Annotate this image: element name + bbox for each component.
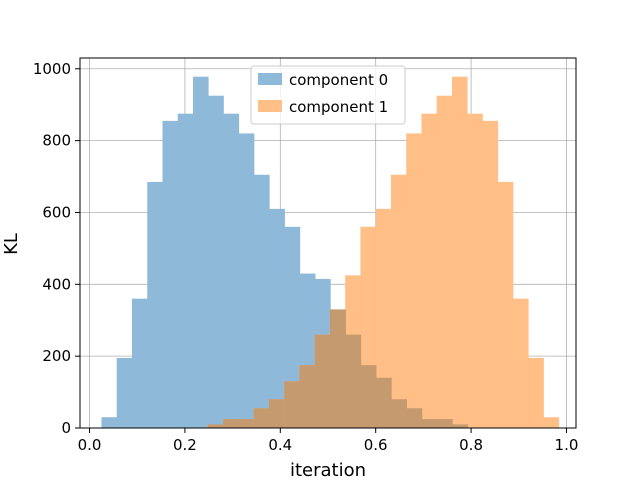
bar-component-0-bin-5 bbox=[177, 113, 194, 428]
bar-component-0-bin-2 bbox=[131, 298, 148, 428]
overlap-bar bbox=[345, 334, 361, 428]
legend-box bbox=[250, 65, 406, 125]
x-tick-label: 0.4 bbox=[268, 436, 292, 454]
overlap-bar bbox=[314, 334, 316, 428]
overlap-bar bbox=[406, 408, 422, 428]
y-axis-ticks: 0 200 400 600 800 1000 bbox=[33, 60, 80, 437]
bar-component-1-bin-13 bbox=[406, 133, 422, 428]
overlap-bar bbox=[299, 365, 301, 428]
x-tick-label: 1.0 bbox=[555, 436, 579, 454]
overlap-bar bbox=[254, 408, 270, 428]
overlap-bar bbox=[268, 399, 270, 428]
overlap-bar bbox=[284, 381, 285, 428]
overlap-bar bbox=[437, 419, 453, 428]
overlap-bar bbox=[452, 419, 453, 428]
overlap-bar bbox=[253, 408, 255, 428]
overlap-bar bbox=[376, 377, 392, 428]
bar-component-0-bin-7 bbox=[208, 95, 224, 428]
y-tick-label: 0 bbox=[61, 419, 71, 437]
overlap-bar bbox=[391, 399, 407, 428]
overlap-bar bbox=[269, 399, 285, 428]
bar-component-1-bin-18 bbox=[482, 120, 499, 428]
overlap-bar bbox=[360, 334, 362, 428]
overlap-bars bbox=[207, 309, 469, 428]
bar-component-1-bin-12 bbox=[390, 174, 407, 428]
y-tick-label: 600 bbox=[42, 203, 71, 221]
overlap-bar bbox=[315, 334, 331, 428]
x-axis-label: iteration bbox=[290, 460, 366, 480]
bar-component-1-bin-19 bbox=[497, 181, 514, 428]
bar-component-0-bin-4 bbox=[162, 120, 179, 428]
x-tick-label: 0.8 bbox=[459, 436, 483, 454]
y-tick-label: 200 bbox=[42, 347, 71, 365]
legend-label-component-1: component 1 bbox=[289, 98, 388, 116]
bar-component-1-bin-16 bbox=[452, 76, 468, 428]
bar-component-1-bin-22 bbox=[543, 417, 560, 428]
overlap-bar bbox=[299, 365, 315, 428]
bar-component-0-bin-10 bbox=[254, 174, 270, 428]
y-tick-label: 800 bbox=[42, 132, 71, 150]
overlap-bar bbox=[390, 377, 392, 428]
y-axis-label: KL bbox=[1, 233, 22, 255]
overlap-bar bbox=[421, 408, 423, 428]
overlap-bar bbox=[208, 424, 224, 428]
bar-component-1-bin-17 bbox=[467, 113, 483, 428]
x-tick-label: 0.2 bbox=[173, 436, 197, 454]
plot-frame bbox=[79, 57, 577, 429]
y-tick-label: 1000 bbox=[33, 60, 71, 78]
bar-component-0-bin-12 bbox=[284, 226, 301, 428]
bar-component-0-bin-1 bbox=[116, 357, 133, 428]
bar-component-0-bin-0 bbox=[101, 417, 118, 428]
bar-component-1-bin-20 bbox=[513, 298, 529, 428]
x-tick-label: 0.6 bbox=[364, 436, 388, 454]
bar-component-1-bin-14 bbox=[421, 113, 438, 428]
legend: component 0 component 1 bbox=[250, 65, 406, 125]
legend-swatch-component-0 bbox=[258, 73, 282, 85]
overlap-bar bbox=[238, 419, 240, 428]
overlap-bar bbox=[223, 419, 239, 428]
overlap-bar bbox=[360, 365, 376, 428]
bar-component-0-bin-9 bbox=[238, 133, 255, 428]
overlap-bar bbox=[329, 309, 331, 428]
bar-component-0-bin-11 bbox=[269, 208, 285, 428]
legend-label-component-0: component 0 bbox=[289, 71, 388, 89]
overlap-bar bbox=[406, 399, 407, 428]
x-tick-label: 0.0 bbox=[78, 436, 102, 454]
bar-component-1-bin-11 bbox=[375, 208, 392, 428]
bar-component-0-bin-6 bbox=[193, 76, 209, 428]
overlap-bar bbox=[467, 424, 469, 428]
x-axis-ticks: 0.0 0.2 0.4 0.6 0.8 1.0 bbox=[78, 428, 579, 454]
overlap-bar bbox=[436, 419, 438, 428]
overlap-bar bbox=[345, 309, 346, 428]
y-tick-label: 400 bbox=[42, 275, 71, 293]
bar-component-1-bin-15 bbox=[436, 95, 453, 428]
overlap-bar bbox=[223, 419, 224, 428]
bar-component-0-bin-3 bbox=[147, 181, 163, 428]
bar-component-0-bin-8 bbox=[223, 113, 240, 428]
series-component-1-bars bbox=[207, 76, 560, 428]
overlap-bar bbox=[284, 381, 300, 428]
bar-component-1-bin-21 bbox=[528, 357, 544, 428]
overlap-bar bbox=[452, 424, 468, 428]
overlap-bar bbox=[207, 424, 209, 428]
overlap-bar bbox=[375, 365, 377, 428]
overlap-bar bbox=[421, 419, 438, 428]
overlap-bar bbox=[238, 419, 254, 428]
legend-swatch-component-1 bbox=[258, 100, 282, 112]
overlap-bar bbox=[330, 309, 346, 428]
